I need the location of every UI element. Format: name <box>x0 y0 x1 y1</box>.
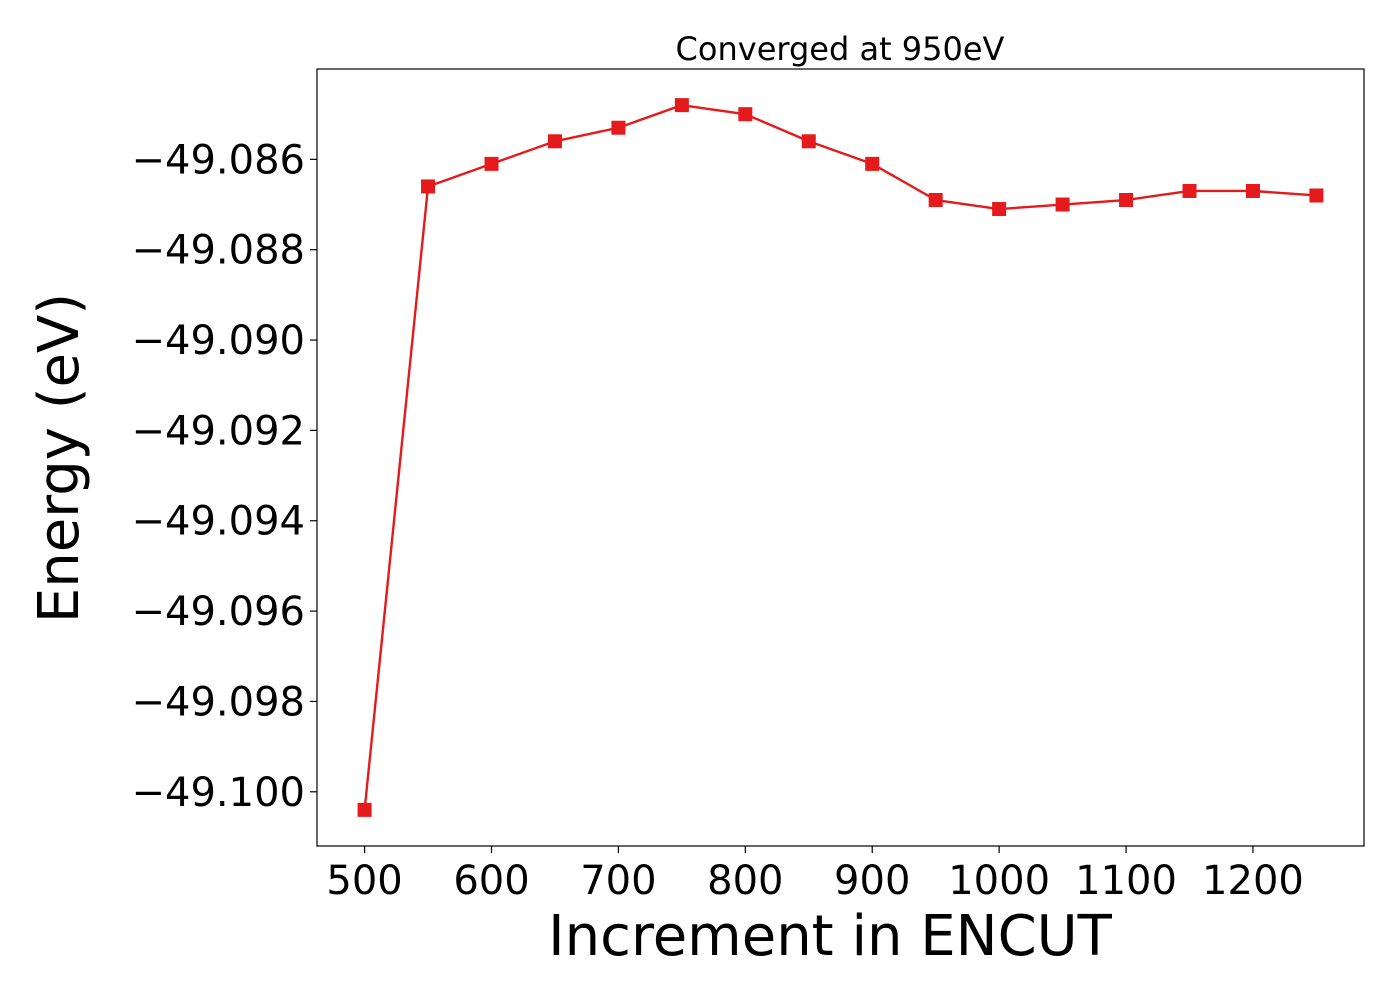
x-tick-label: 700 <box>580 858 656 904</box>
y-tick-label: −49.098 <box>132 679 305 725</box>
y-tick-label: −49.086 <box>132 137 305 183</box>
y-tick-label: −49.100 <box>132 770 305 816</box>
y-tick-label: −49.088 <box>132 228 305 274</box>
x-tick-label: 1100 <box>1075 858 1177 904</box>
y-axis: −49.100 −49.098 −49.096 −49.094 −49.092 −49.0… <box>132 137 317 816</box>
x-tick-label: 600 <box>453 858 529 904</box>
y-tick-label: −49.090 <box>132 318 305 364</box>
data-point <box>865 156 880 171</box>
chart-title: Converged at 950eV <box>676 30 1005 68</box>
y-axis-title: Energy (eV) <box>27 293 92 623</box>
x-axis: 500 600 700 800 900 1000 1100 1200 <box>326 846 1304 904</box>
x-tick-label: 500 <box>326 858 402 904</box>
data-point <box>738 107 753 122</box>
y-tick-label: −49.092 <box>132 408 305 454</box>
x-axis-title: Increment in ENCUT <box>548 904 1113 969</box>
data-point <box>928 193 943 208</box>
x-tick-label: 900 <box>834 858 910 904</box>
x-tick-label: 1000 <box>948 858 1050 904</box>
data-point <box>1309 188 1324 203</box>
data-point <box>801 134 816 149</box>
data-point <box>421 179 436 194</box>
y-tick-label: −49.096 <box>132 589 305 635</box>
x-tick-label: 800 <box>707 858 783 904</box>
series-layer <box>357 98 1324 817</box>
data-point <box>1182 183 1197 198</box>
data-point <box>1245 183 1260 198</box>
data-point <box>992 202 1007 217</box>
data-point <box>1119 193 1134 208</box>
x-tick-label: 1200 <box>1202 858 1304 904</box>
data-point <box>484 156 499 171</box>
data-point <box>1055 197 1070 212</box>
data-point <box>547 134 562 149</box>
plot-frame <box>316 68 1365 847</box>
y-tick-label: −49.094 <box>132 499 305 545</box>
data-point <box>611 120 626 135</box>
data-point <box>357 802 372 817</box>
series-line <box>363 103 1317 810</box>
data-point <box>674 98 689 113</box>
